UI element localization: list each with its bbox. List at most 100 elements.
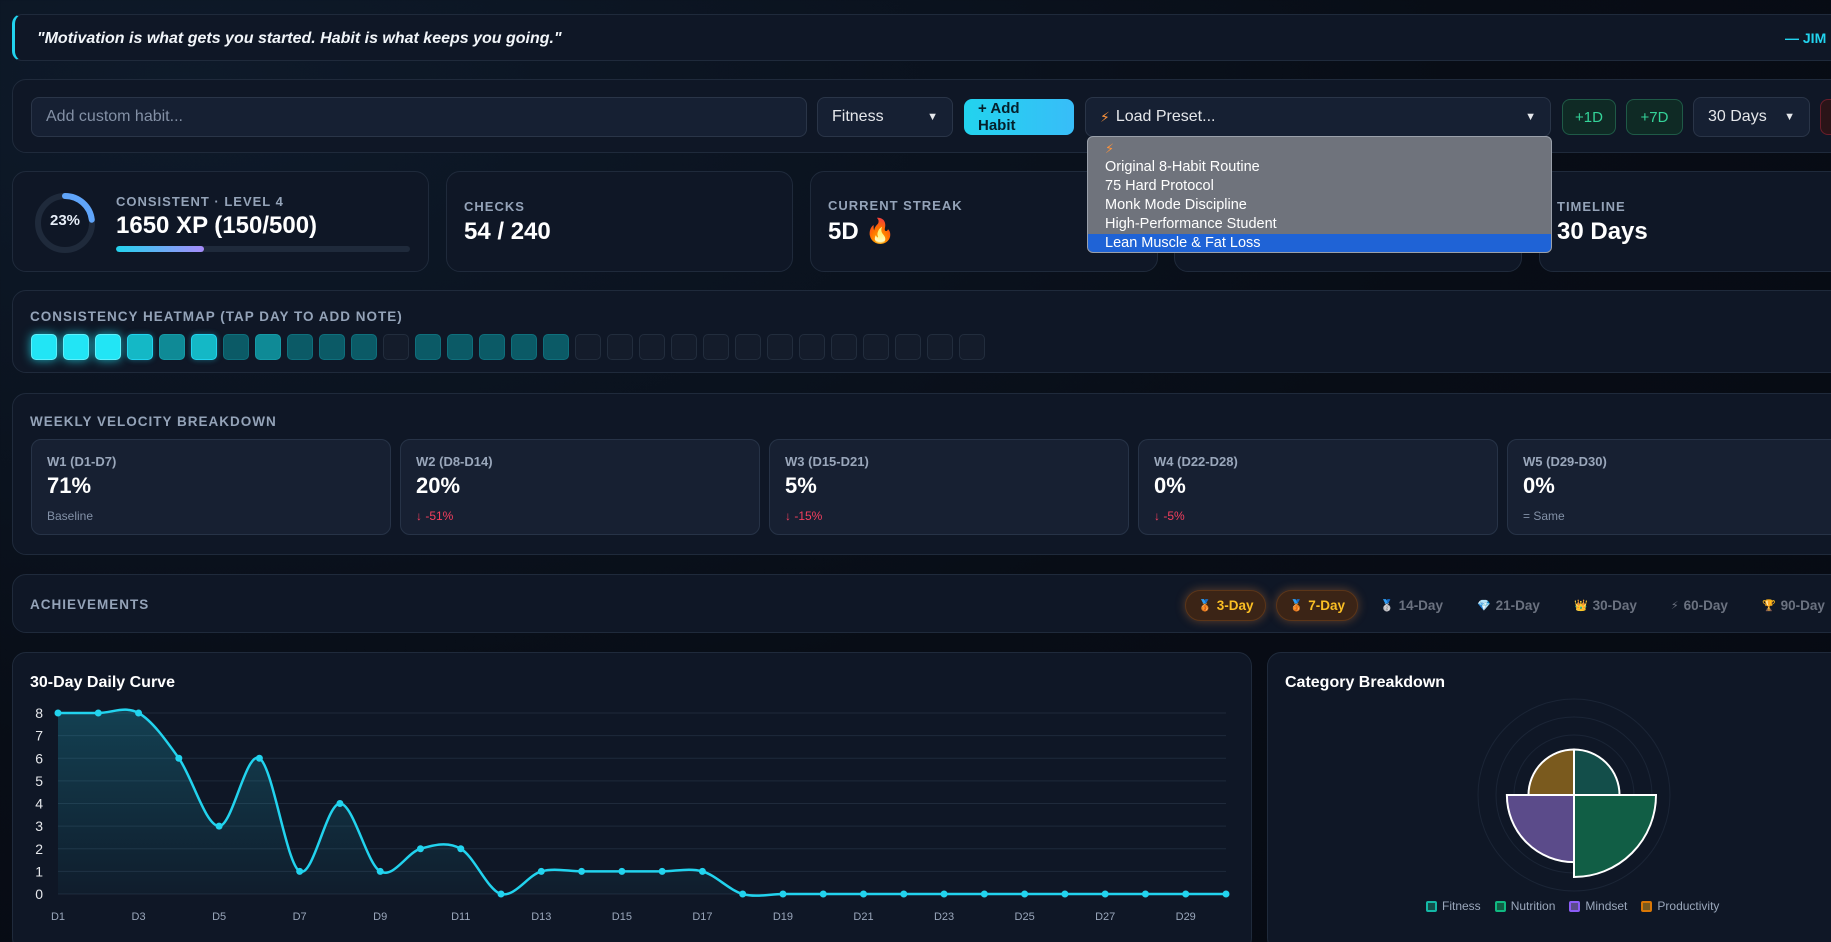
curve-point[interactable] (698, 867, 706, 875)
heatmap-day-cell[interactable] (191, 334, 217, 360)
heatmap-day-cell[interactable] (287, 334, 313, 360)
heatmap-day-cell[interactable] (895, 334, 921, 360)
category-select-value: Fitness (832, 108, 884, 125)
medal-icon: ⚡ (1670, 600, 1679, 612)
heatmap-day-cell[interactable] (319, 334, 345, 360)
achievement-badge: 🥉 3-Day (1185, 590, 1267, 621)
preset-option[interactable]: Lean Muscle & Fat Loss (1088, 234, 1551, 252)
y-tick-label: 7 (35, 728, 43, 744)
y-tick-label: 2 (35, 841, 43, 857)
curve-point[interactable] (497, 890, 505, 898)
curve-point[interactable] (416, 845, 424, 853)
x-tick-label: D13 (531, 911, 551, 923)
curve-point[interactable] (860, 890, 868, 898)
category-select[interactable]: Fitness ▼ (817, 97, 953, 137)
curve-point[interactable] (1222, 890, 1230, 898)
chevron-down-icon: ▼ (1525, 111, 1536, 123)
custom-habit-input[interactable]: Add custom habit... (31, 97, 807, 137)
heatmap-day-cell[interactable] (383, 334, 409, 360)
curve-point[interactable] (1182, 890, 1190, 898)
curve-point[interactable] (1021, 890, 1029, 898)
achievements-bar: ACHIEVEMENTS 🥉 3-Day 🥉 7-Day 🥈 14-Day 💎 21-Day 👑… (12, 574, 1831, 633)
heatmap-day-cell[interactable] (735, 334, 761, 360)
add-one-day-button[interactable]: +1D (1562, 99, 1616, 135)
heatmap-day-cell[interactable] (31, 334, 57, 360)
curve-point[interactable] (940, 890, 948, 898)
heatmap-day-cell[interactable] (159, 334, 185, 360)
heatmap-day-cell[interactable] (415, 334, 441, 360)
curve-point[interactable] (54, 709, 62, 717)
heatmap-day-cell[interactable] (831, 334, 857, 360)
curve-point[interactable] (658, 867, 666, 875)
heatmap-day-cell[interactable] (639, 334, 665, 360)
week-card: W4 (D22-D28) 0% ↓ -5% (1138, 439, 1498, 535)
heatmap-day-cell[interactable] (607, 334, 633, 360)
reset-button[interactable] (1820, 99, 1831, 135)
curve-point[interactable] (336, 800, 344, 807)
heatmap-day-cell[interactable] (703, 334, 729, 360)
curve-point[interactable] (739, 890, 747, 898)
add-seven-days-button[interactable]: +7D (1626, 99, 1683, 135)
heatmap-day-cell[interactable] (767, 334, 793, 360)
curve-point[interactable] (296, 867, 304, 875)
curve-point[interactable] (1061, 890, 1069, 898)
heatmap-day-cell[interactable] (127, 334, 153, 360)
curve-point[interactable] (819, 890, 827, 898)
curve-point[interactable] (537, 867, 545, 875)
curve-point[interactable] (215, 822, 223, 830)
heatmap-day-cell[interactable] (799, 334, 825, 360)
y-tick-label: 0 (35, 886, 43, 902)
curve-point[interactable] (94, 709, 102, 717)
heatmap-day-cell[interactable] (63, 334, 89, 360)
heatmap-day-cell[interactable] (863, 334, 889, 360)
heatmap-day-cell[interactable] (959, 334, 985, 360)
heatmap-day-cell[interactable] (351, 334, 377, 360)
add-habit-button[interactable]: + Add Habit (964, 99, 1074, 135)
curve-point[interactable] (980, 890, 988, 898)
curve-point[interactable] (1101, 890, 1109, 898)
curve-point[interactable] (900, 890, 908, 898)
x-tick-label: D3 (132, 911, 146, 923)
checks-label: CHECKS (464, 199, 525, 214)
days-select[interactable]: 30 Days ▼ (1693, 97, 1810, 137)
preset-option[interactable]: Original 8-Habit Routine (1105, 159, 1260, 175)
curve-point[interactable] (376, 867, 384, 875)
preset-option[interactable]: 75 Hard Protocol (1105, 178, 1214, 194)
heatmap-day-cell[interactable] (511, 334, 537, 360)
level-card: 23% CONSISTENT · LEVEL 4 1650 XP (150/50… (12, 171, 429, 272)
preset-dropdown-list[interactable]: ⚡ Original 8-Habit Routine 75 Hard Protoc… (1087, 136, 1552, 253)
heatmap-day-cell[interactable] (223, 334, 249, 360)
category-slice[interactable] (1573, 794, 1658, 879)
curve-point[interactable] (175, 754, 183, 762)
category-slice[interactable] (1573, 748, 1621, 796)
curve-point[interactable] (1141, 890, 1149, 898)
curve-point[interactable] (135, 709, 143, 717)
streak-label: CURRENT STREAK (828, 198, 963, 213)
heatmap-day-cell[interactable] (447, 334, 473, 360)
achievement-label: 90-Day (1780, 598, 1825, 613)
days-select-value: 30 Days (1708, 108, 1767, 125)
preset-option[interactable]: High-Performance Student (1105, 216, 1277, 232)
heatmap-title: CONSISTENCY HEATMAP (TAP DAY TO ADD NOTE… (30, 309, 403, 324)
preset-option[interactable]: Monk Mode Discipline (1105, 197, 1247, 213)
curve-point[interactable] (255, 754, 263, 762)
heatmap-day-cell[interactable] (575, 334, 601, 360)
preset-select-value-wrap: ⚡ Load Preset... (1100, 108, 1215, 126)
heatmap-day-cell[interactable] (255, 334, 281, 360)
category-slice[interactable] (1505, 794, 1575, 864)
curve-point[interactable] (618, 867, 626, 875)
heatmap-day-cell[interactable] (95, 334, 121, 360)
heatmap-day-cell[interactable] (671, 334, 697, 360)
category-slice[interactable] (1527, 748, 1575, 796)
curve-point[interactable] (578, 867, 586, 875)
curve-point[interactable] (779, 890, 787, 898)
quote-bar: "Motivation is what gets you started. Ha… (12, 14, 1831, 61)
heatmap-day-cell[interactable] (927, 334, 953, 360)
heatmap-day-cell[interactable] (479, 334, 505, 360)
week-card-percent: 0% (1154, 473, 1186, 498)
achievement-badge: ⚡ 60-Day (1659, 590, 1740, 621)
load-preset-select[interactable]: ⚡ Load Preset... ▼ (1085, 97, 1551, 137)
heatmap-day-cell[interactable] (543, 334, 569, 360)
curve-point[interactable] (457, 845, 465, 853)
preset-option-placeholder[interactable]: ⚡ (1088, 139, 1551, 158)
